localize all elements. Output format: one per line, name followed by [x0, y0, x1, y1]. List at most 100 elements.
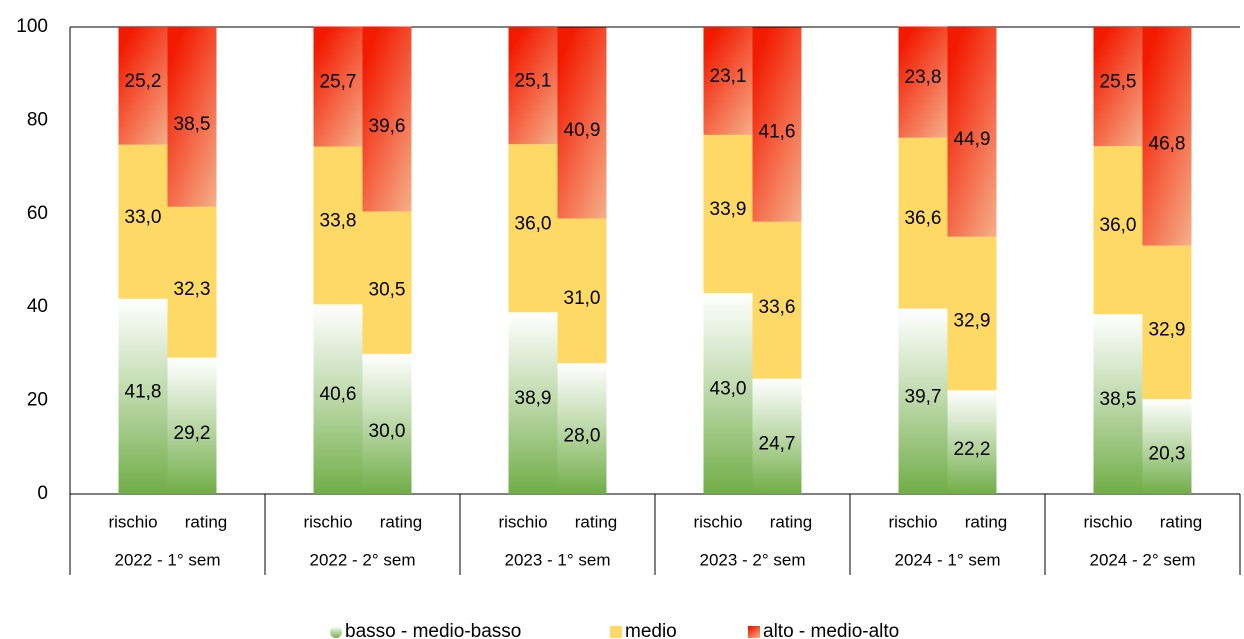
bar-segment: [898, 308, 948, 494]
bar-segment: [362, 353, 412, 494]
legend-label: alto - medio-alto: [763, 621, 899, 639]
value-label: 36,6: [905, 208, 942, 229]
group-label: 2023 - 2° sem: [699, 550, 805, 569]
bar-segment: [1093, 146, 1143, 315]
value-label: 32,9: [954, 311, 991, 332]
bar-segment: [898, 26, 948, 138]
group-label: 2022 - 1° sem: [114, 550, 220, 569]
bar-segment: [118, 298, 168, 494]
bar-segment: [703, 27, 753, 135]
x-tick-label: rischio: [1083, 512, 1132, 531]
y-tick-label: 20: [27, 390, 48, 411]
x-tick-label: rischio: [303, 512, 352, 531]
bar-segment: [508, 144, 558, 313]
bar-segment: [557, 218, 607, 364]
value-label: 30,0: [369, 421, 406, 442]
bar-segment: [313, 26, 363, 147]
bar-segment: [313, 146, 363, 305]
value-label: 33,6: [759, 297, 796, 318]
value-label: 43,0: [710, 379, 747, 400]
y-tick-label: 0: [37, 483, 48, 504]
bar-segment: [1142, 245, 1192, 400]
x-tick-label: rating: [185, 512, 228, 531]
y-tick-label: 60: [27, 203, 48, 224]
bar-segment: [1093, 314, 1143, 494]
value-label: 33,8: [320, 210, 357, 231]
value-label: 23,8: [905, 67, 942, 88]
y-tick-label: 80: [27, 109, 48, 130]
legend-marker: [610, 626, 622, 638]
bar-segment: [557, 363, 607, 494]
value-label: 30,5: [369, 280, 406, 301]
bar-segment: [167, 206, 217, 358]
value-label: 40,6: [320, 384, 357, 405]
group-label: 2023 - 1° sem: [504, 550, 610, 569]
value-label: 29,2: [174, 423, 211, 444]
value-label: 31,0: [564, 288, 601, 309]
y-tick-label: 40: [27, 296, 48, 317]
bar-segment: [947, 27, 997, 237]
group-label: 2024 - 2° sem: [1089, 550, 1195, 569]
value-label: 39,7: [905, 386, 942, 407]
x-tick-label: rating: [1160, 512, 1203, 531]
bar-segment: [313, 304, 363, 494]
bar-segment: [118, 144, 168, 299]
value-label: 33,9: [710, 199, 747, 220]
value-label: 33,0: [125, 207, 162, 228]
value-label: 38,9: [515, 388, 552, 409]
value-label: 38,5: [174, 114, 211, 135]
value-label: 36,0: [515, 213, 552, 234]
value-label: 22,2: [954, 439, 991, 460]
group-label: 2022 - 2° sem: [309, 550, 415, 569]
value-label: 40,9: [564, 120, 601, 141]
legend-marker: [748, 626, 760, 638]
x-tick-label: rating: [770, 512, 813, 531]
x-tick-label: rischio: [888, 512, 937, 531]
bar-segment: [362, 26, 412, 212]
x-tick-label: rischio: [108, 512, 157, 531]
value-label: 41,6: [759, 122, 796, 143]
value-label: 44,9: [954, 129, 991, 150]
x-tick-label: rischio: [498, 512, 547, 531]
value-label: 24,7: [759, 433, 796, 454]
value-label: 41,8: [125, 381, 162, 402]
value-label: 20,3: [1149, 444, 1186, 465]
bar-segment: [508, 27, 558, 145]
bar-segment: [703, 134, 753, 294]
bar-segment: [557, 27, 607, 219]
group-label: 2024 - 1° sem: [894, 550, 1000, 569]
bar-segment: [118, 27, 168, 145]
value-label: 28,0: [564, 426, 601, 447]
value-label: 25,7: [320, 72, 357, 93]
bar-segment: [1142, 399, 1192, 494]
x-tick-label: rating: [575, 512, 618, 531]
bar-segment: [752, 221, 802, 379]
value-label: 39,6: [369, 116, 406, 137]
bar-segment: [508, 312, 558, 494]
bar-segment: [362, 211, 412, 354]
bar-segment: [947, 236, 997, 391]
bar-segment: [752, 27, 802, 222]
bar-segment: [167, 357, 217, 494]
value-label: 46,8: [1149, 133, 1186, 154]
value-label: 25,2: [125, 71, 162, 92]
legend-label: basso - medio-basso: [345, 621, 521, 639]
x-tick-label: rating: [380, 512, 423, 531]
value-label: 38,5: [1100, 389, 1137, 410]
bar-segment: [1142, 27, 1192, 246]
legend-marker: [330, 626, 342, 638]
value-label: 32,3: [174, 279, 211, 300]
value-label: 25,1: [515, 71, 552, 92]
value-label: 36,0: [1100, 215, 1137, 236]
bar-segment: [703, 293, 753, 494]
bar-segment: [752, 378, 802, 494]
bar-segment: [898, 137, 948, 309]
bar-segment: [167, 27, 217, 207]
bar-segment: [947, 390, 997, 494]
x-tick-label: rischio: [693, 512, 742, 531]
value-label: 23,1: [710, 66, 747, 87]
x-tick-label: rating: [965, 512, 1008, 531]
bar-segment: [1093, 27, 1143, 147]
value-label: 32,9: [1149, 319, 1186, 340]
